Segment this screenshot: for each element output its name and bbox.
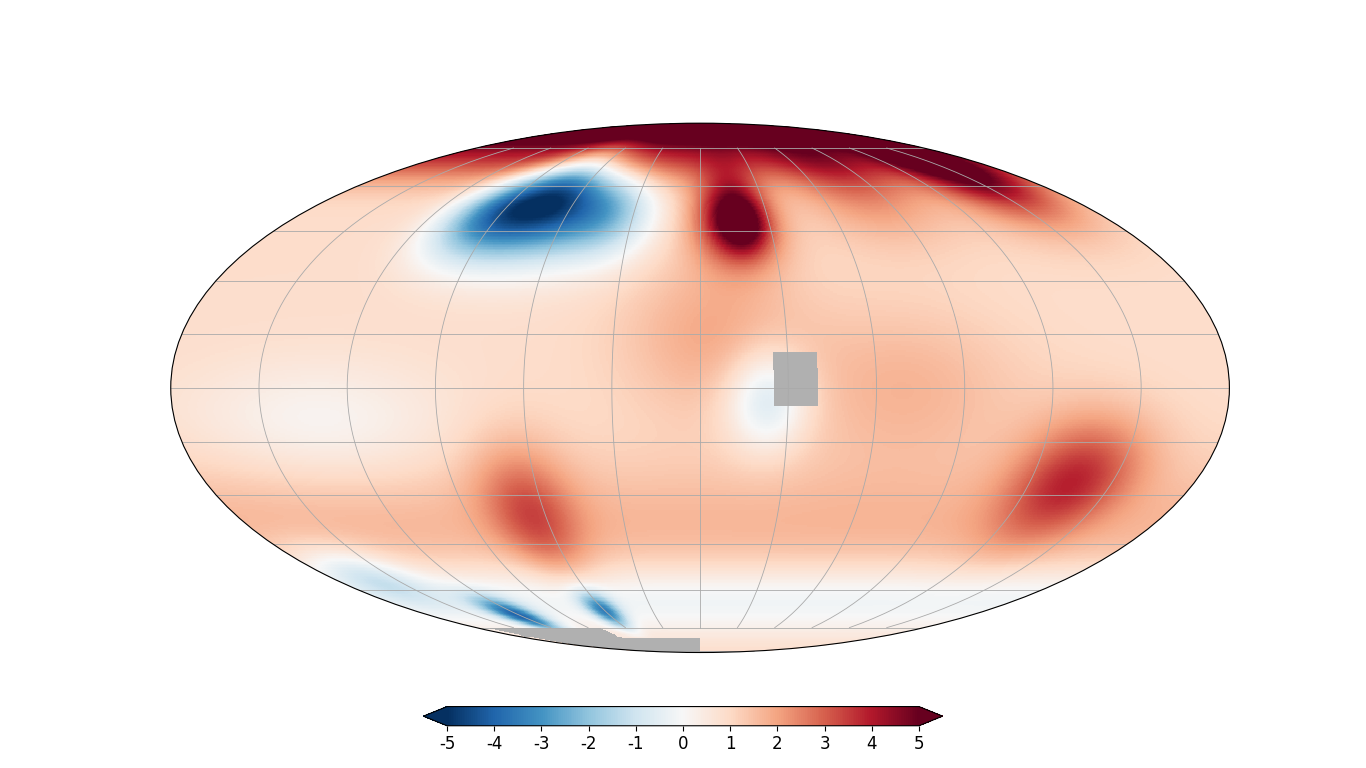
- PathPatch shape: [423, 707, 447, 726]
- PathPatch shape: [919, 707, 943, 726]
